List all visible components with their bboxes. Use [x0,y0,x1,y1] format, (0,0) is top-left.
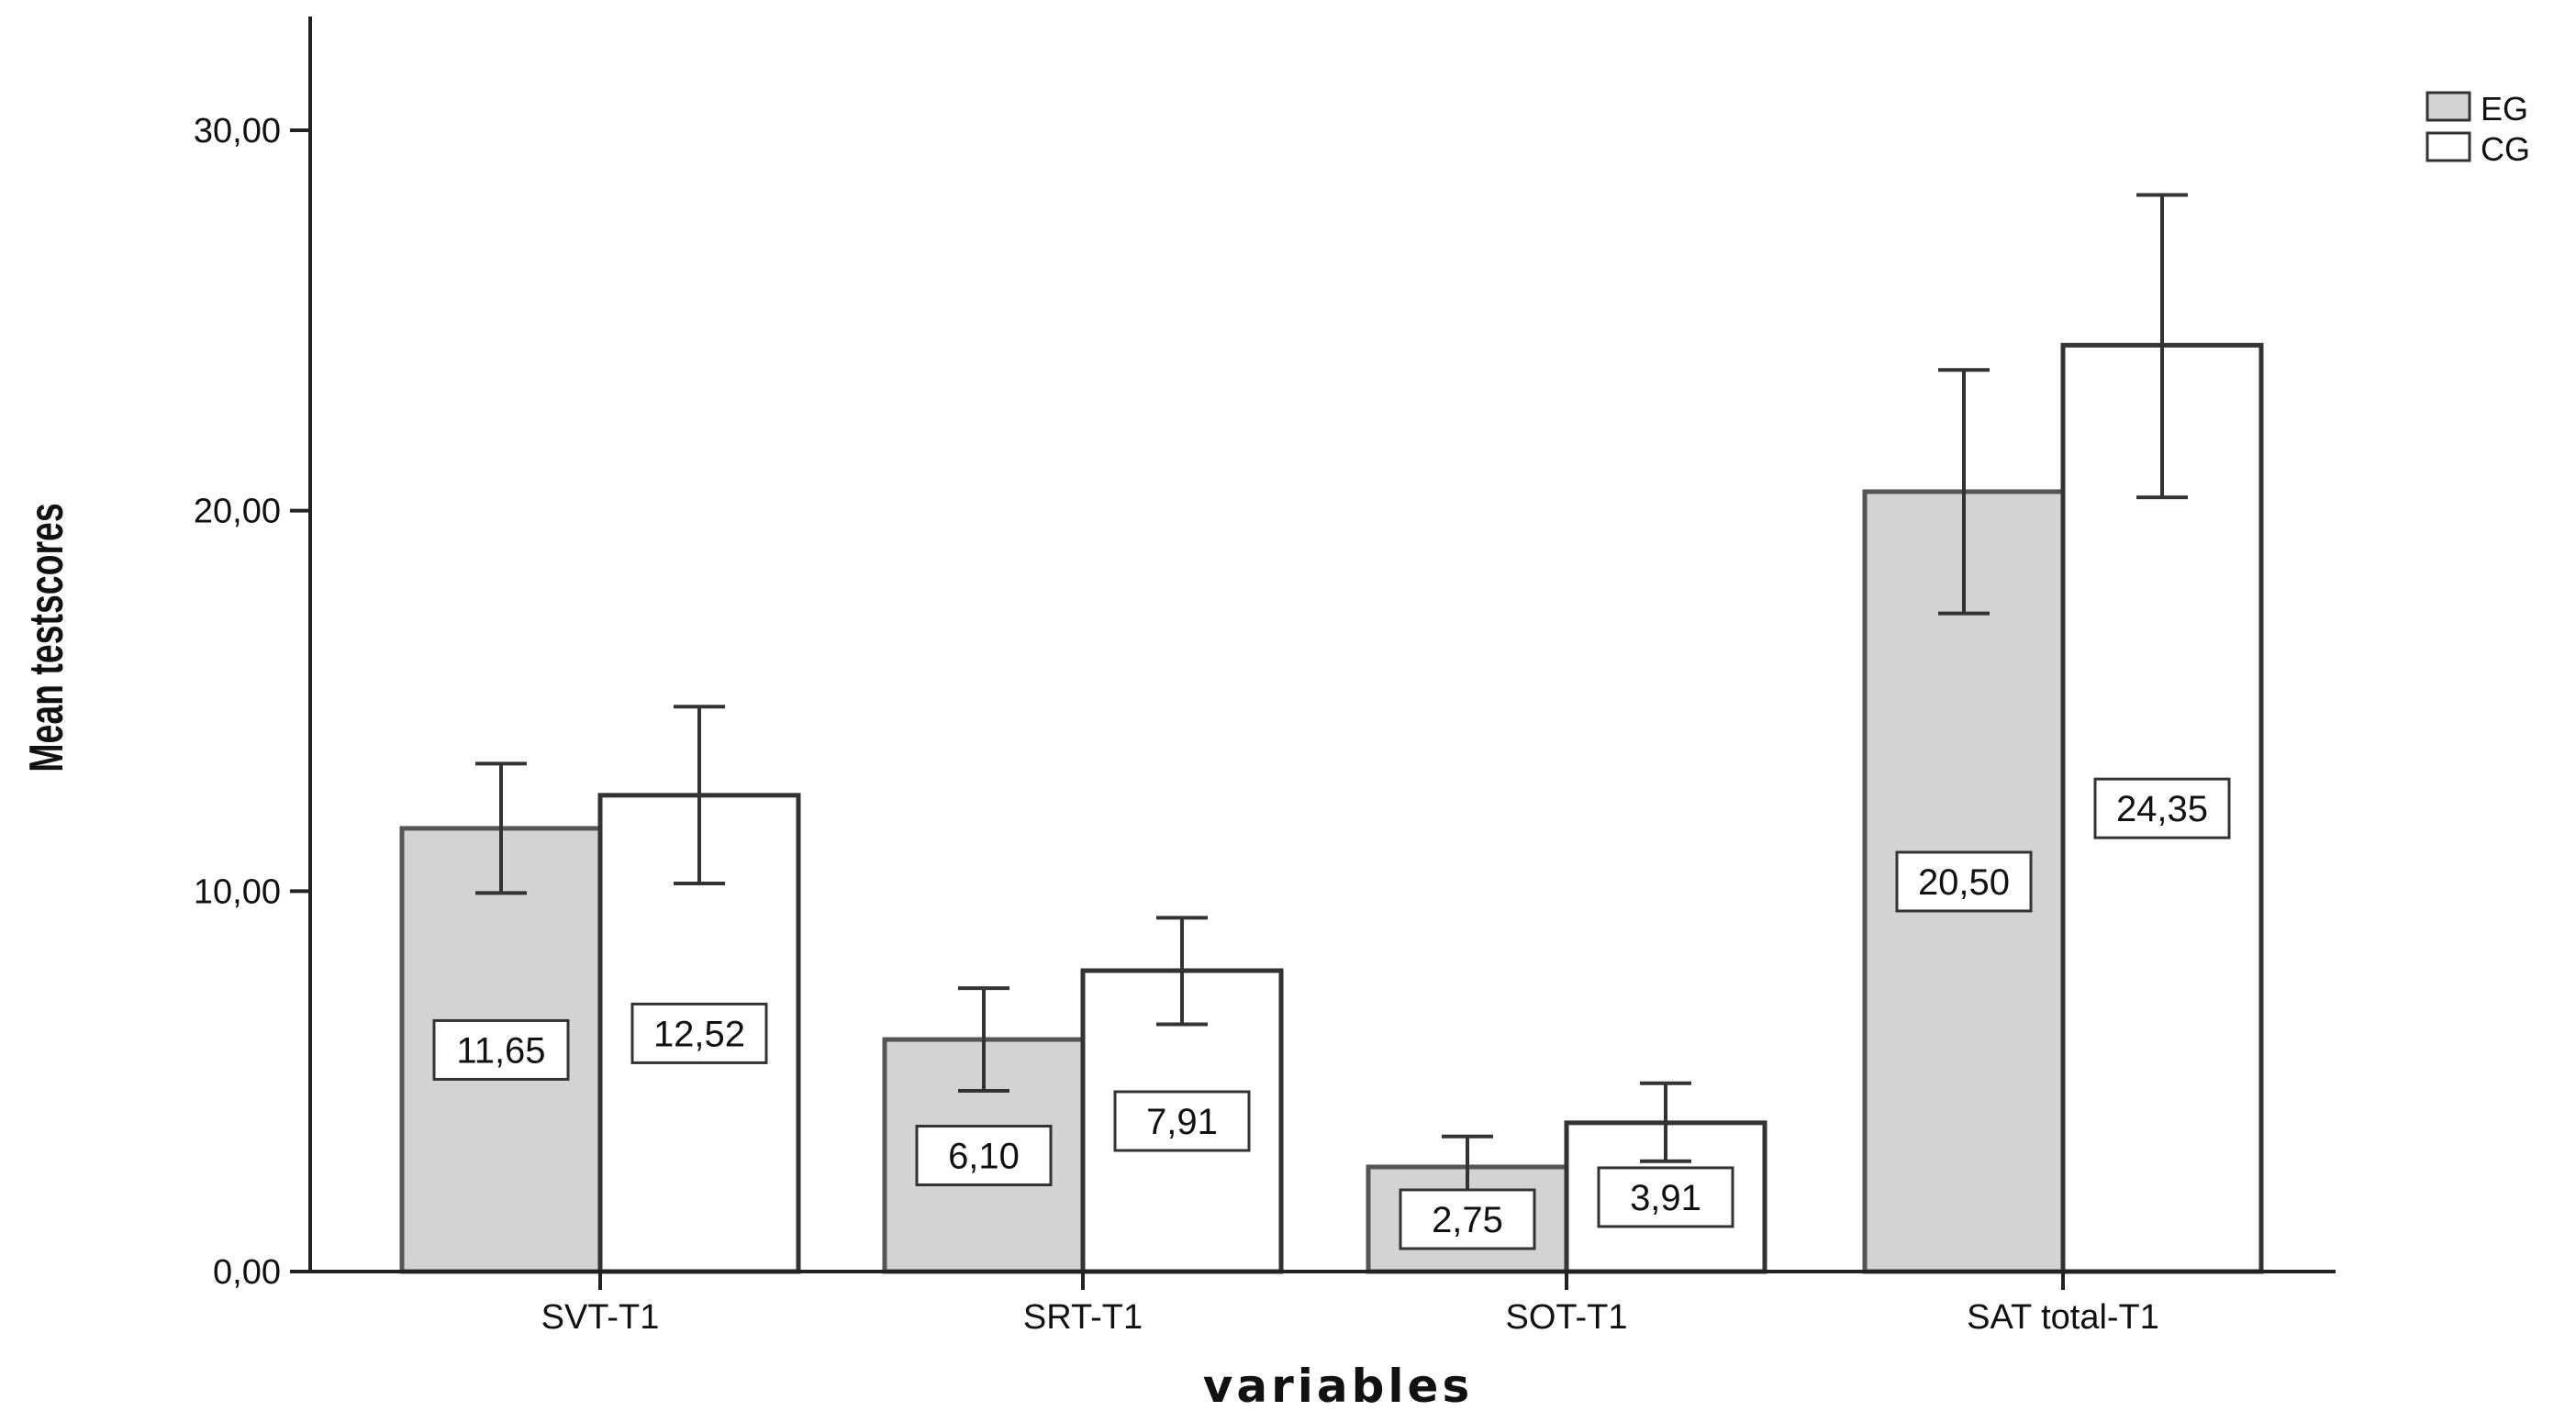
y-tick-label: 30,00 [194,112,281,150]
data-label: 3,91 [1630,1178,1701,1218]
data-label: 7,91 [1146,1102,1218,1142]
data-label: 2,75 [1432,1200,1503,1240]
data-label: 12,52 [653,1014,745,1054]
x-tick-label: SVT-T1 [541,1298,660,1337]
y-axis-label: Mean testscores [19,503,73,772]
data-label-box [1895,850,2033,913]
data-label-box [915,1125,1053,1187]
legend-swatch-cg [2425,131,2471,162]
y-tick-label: 20,00 [194,493,281,531]
x-tick-label: SAT total-T1 [1967,1298,2159,1337]
y-tick-label: 0,00 [213,1253,281,1292]
x-axis-label: variables [1203,1360,1473,1413]
data-label-box [1597,1166,1734,1228]
data-label: 11,65 [456,1030,545,1071]
data-label-box [630,1002,768,1064]
data-label-box [1399,1188,1536,1250]
legend-label-cg: CG [2481,130,2530,168]
x-tick-label: SRT-T1 [1023,1298,1143,1337]
x-tick-label: SOT-T1 [1505,1298,1627,1337]
data-label-box [1113,1090,1251,1152]
data-label-box [432,1018,570,1081]
x-axis: SVT-T1 SRT-T1 SOT-T1 SAT total-T1 [310,1270,2336,1337]
data-label: 6,10 [948,1137,1020,1177]
data-label: 24,35 [2116,789,2208,829]
legend-swatch-eg [2425,91,2471,122]
y-axis: 0,00 10,00 20,00 30,00 [194,17,312,1292]
bars: 11,65 12,52 6,10 7,91 2,75 3,91 20,50 24,35 [399,193,2264,1274]
data-label: 20,50 [1918,862,2010,903]
legend: EG CG [2425,90,2530,168]
data-label-box [2093,777,2231,839]
y-tick-label: 10,00 [194,872,281,911]
legend-label-eg: EG [2481,90,2528,128]
